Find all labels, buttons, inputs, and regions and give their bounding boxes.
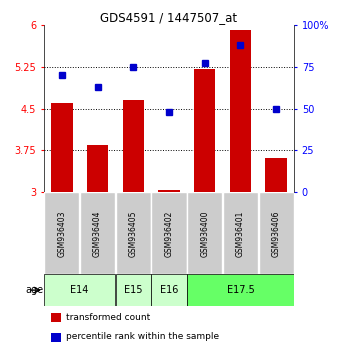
- Bar: [187, 274, 294, 306]
- Text: E14: E14: [71, 285, 89, 295]
- Text: GSM936404: GSM936404: [93, 210, 102, 257]
- Bar: [187, 192, 222, 274]
- Bar: [51, 103, 73, 192]
- Bar: [116, 274, 151, 306]
- Bar: [194, 69, 215, 192]
- Bar: [51, 313, 62, 322]
- Text: E17.5: E17.5: [226, 285, 254, 295]
- Text: GSM936406: GSM936406: [272, 210, 281, 257]
- Bar: [51, 332, 62, 342]
- Text: transformed count: transformed count: [67, 313, 151, 322]
- Bar: [87, 145, 108, 192]
- Bar: [158, 190, 180, 192]
- Text: E15: E15: [124, 285, 143, 295]
- Bar: [265, 158, 287, 192]
- Text: percentile rank within the sample: percentile rank within the sample: [67, 332, 220, 341]
- Title: GDS4591 / 1447507_at: GDS4591 / 1447507_at: [100, 11, 238, 24]
- Text: GSM936400: GSM936400: [200, 210, 209, 257]
- Bar: [151, 274, 187, 306]
- Text: E16: E16: [160, 285, 178, 295]
- Text: GSM936405: GSM936405: [129, 210, 138, 257]
- Text: GSM936403: GSM936403: [57, 210, 66, 257]
- Text: GSM936401: GSM936401: [236, 210, 245, 257]
- Bar: [80, 192, 115, 274]
- Bar: [116, 192, 151, 274]
- Text: age: age: [26, 285, 44, 295]
- Bar: [44, 274, 115, 306]
- Bar: [151, 192, 187, 274]
- Bar: [223, 192, 258, 274]
- Text: GSM936402: GSM936402: [165, 210, 173, 257]
- Bar: [230, 30, 251, 192]
- Bar: [259, 192, 294, 274]
- Bar: [44, 192, 79, 274]
- Bar: [123, 100, 144, 192]
